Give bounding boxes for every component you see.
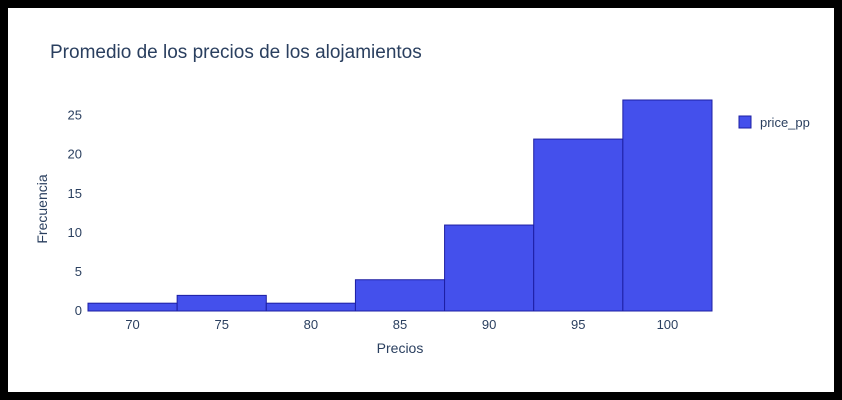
histogram-bar-4[interactable] [445, 225, 534, 311]
x-tick-label-4: 90 [482, 317, 496, 332]
y-tick-label-0: 0 [75, 303, 82, 318]
x-tick-label-3: 85 [393, 317, 407, 332]
x-tick-label-2: 80 [304, 317, 318, 332]
histogram-bar-1[interactable] [177, 295, 266, 311]
histogram-chart: Promedio de los precios de los alojamien… [8, 8, 834, 392]
y-tick-label-2: 10 [68, 225, 82, 240]
histogram-bar-2[interactable] [266, 303, 355, 311]
y-axis-ticks: 0 5 10 15 20 25 [68, 108, 82, 318]
x-tick-label-5: 95 [571, 317, 585, 332]
histogram-bar-5[interactable] [534, 139, 623, 311]
chart-frame: Promedio de los precios de los alojamien… [8, 8, 834, 392]
x-tick-label-6: 100 [657, 317, 679, 332]
legend-swatch[interactable] [739, 116, 751, 128]
x-tick-label-1: 75 [214, 317, 228, 332]
x-axis-ticks: 70 75 80 85 90 95 100 [125, 317, 678, 332]
legend[interactable]: price_pp [739, 115, 810, 130]
histogram-bar-3[interactable] [355, 280, 444, 311]
y-tick-label-3: 15 [68, 186, 82, 201]
x-tick-label-0: 70 [125, 317, 139, 332]
y-tick-label-4: 20 [68, 147, 82, 162]
y-axis-title: Frecuencia [34, 174, 50, 243]
legend-label[interactable]: price_pp [760, 115, 810, 130]
x-axis-title: Precios [377, 340, 424, 356]
histogram-bar-0[interactable] [88, 303, 177, 311]
y-tick-label-1: 5 [75, 264, 82, 279]
histogram-bar-6[interactable] [623, 100, 712, 311]
bars-group [88, 100, 712, 311]
y-tick-label-5: 25 [68, 108, 82, 123]
chart-title: Promedio de los precios de los alojamien… [50, 42, 422, 63]
